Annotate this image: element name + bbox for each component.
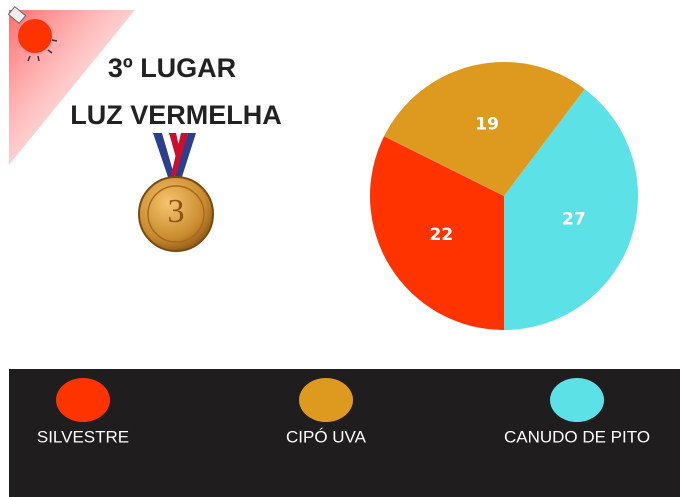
legend-label: CIPÓ UVA	[286, 427, 367, 446]
legend-swatch	[56, 378, 110, 422]
svg-text:3: 3	[168, 193, 185, 230]
chart-title: 3º LUGAR	[108, 53, 236, 83]
value-label: 27	[562, 209, 586, 229]
value-label: 19	[475, 114, 499, 134]
legend-label: CANUDO DE PITO	[504, 427, 650, 446]
legend-swatch	[299, 378, 353, 422]
legend-swatch	[550, 378, 604, 422]
chart: 3º LUGAR LUZ VERMELHA 3 22 19 27 SILVESTRE C…	[0, 0, 680, 497]
medal-icon: 3	[139, 133, 213, 251]
light-icon	[8, 7, 135, 165]
chart-subtitle: LUZ VERMELHA	[70, 100, 282, 130]
value-label: 22	[430, 225, 454, 245]
legend-label: SILVESTRE	[37, 427, 129, 446]
page: {"chart_data": {"type": "pie", "title": …	[0, 0, 680, 497]
